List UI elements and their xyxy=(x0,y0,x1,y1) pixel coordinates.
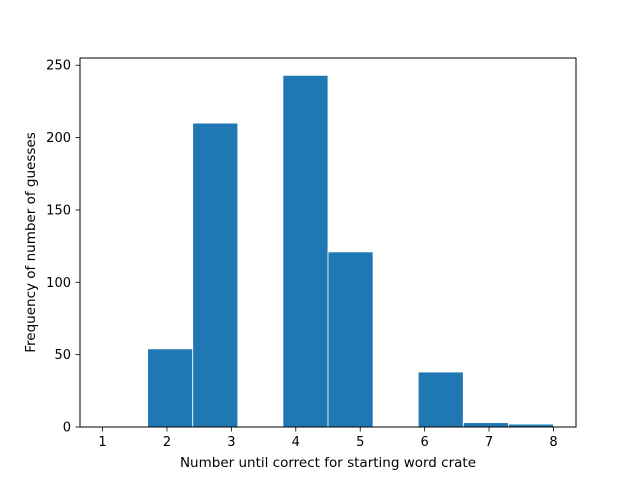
histogram-bar-2 xyxy=(147,348,194,428)
x-axis-label: Number until correct for starting word c… xyxy=(180,455,476,471)
y-tick-label: 250 xyxy=(46,59,71,74)
x-tick-label: 3 xyxy=(227,435,235,450)
x-tick-label: 5 xyxy=(356,435,364,450)
y-tick-label: 50 xyxy=(54,348,71,363)
x-tick-label: 8 xyxy=(549,435,557,450)
x-tick-label: 2 xyxy=(163,435,171,450)
histogram-bar-6 xyxy=(327,251,374,428)
bars-group xyxy=(147,74,554,428)
histogram-bar-3 xyxy=(192,122,239,428)
y-tick-label: 0 xyxy=(63,421,71,436)
plot-frame xyxy=(79,57,577,428)
x-tick-label: 4 xyxy=(292,435,300,450)
y-tick-label: 200 xyxy=(46,131,71,146)
x-tick-label: 7 xyxy=(485,435,493,450)
y-tick-label: 150 xyxy=(46,203,71,218)
histogram-bar-8 xyxy=(417,371,464,428)
x-axis-ticks: 1 2 3 4 5 6 7 8 xyxy=(98,427,558,450)
y-axis-ticks: 0 50 100 150 200 250 xyxy=(46,59,80,436)
x-tick-label: 1 xyxy=(98,435,106,450)
histogram-bar-5 xyxy=(282,74,329,428)
y-axis-label: Frequency of number of guesses xyxy=(23,132,39,352)
y-tick-label: 100 xyxy=(46,276,71,291)
x-tick-label: 6 xyxy=(420,435,428,450)
histogram-bar-9 xyxy=(462,422,509,428)
